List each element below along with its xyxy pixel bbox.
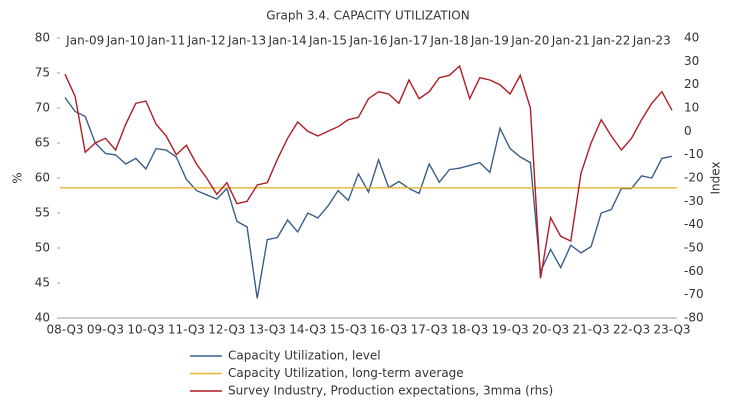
y2-tick-label: -50 [684, 241, 704, 255]
y-axis-label: % [11, 172, 25, 183]
legend-label: Capacity Utilization, long-term average [228, 366, 464, 380]
x-tick-label: 18-Q3 [451, 323, 488, 337]
chart-title: Graph 3.4. CAPACITY UTILIZATION [266, 9, 469, 23]
y-tick-label: 45 [35, 276, 50, 290]
y-tick-label: 55 [35, 206, 50, 220]
x-tick-label: 15-Q3 [330, 323, 367, 337]
y-tick-label: 60 [35, 171, 50, 185]
y2-tick-label: 30 [684, 54, 699, 68]
x-tick-label: 21-Q3 [573, 323, 610, 337]
x-tick-label: 14-Q3 [289, 323, 326, 337]
x-tick-label: 23-Q3 [653, 323, 690, 337]
y-tick-label: 80 [35, 31, 50, 45]
top-tick-label: Jan-13 [227, 34, 266, 48]
top-tick-label: Jan-11 [146, 34, 185, 48]
top-tick-label: Jan-23 [632, 34, 671, 48]
y-tick-label: 70 [35, 101, 50, 115]
x-tick-label: 09-Q3 [87, 323, 124, 337]
top-tick-label: Jan-21 [551, 34, 590, 48]
y2-tick-label: -30 [684, 194, 704, 208]
top-tick-label: Jan-18 [429, 34, 468, 48]
x-tick-label: 22-Q3 [613, 323, 650, 337]
top-tick-label: Jan-22 [591, 34, 630, 48]
x-tick-label: 08-Q3 [46, 323, 83, 337]
x-tick-label: 10-Q3 [127, 323, 164, 337]
top-tick-label: Jan-14 [268, 34, 307, 48]
x-tick-label: 19-Q3 [492, 323, 529, 337]
x-tick-label: 12-Q3 [208, 323, 245, 337]
top-tick-label: Jan-15 [308, 34, 347, 48]
legend-label: Survey Industry, Production expectations… [228, 384, 553, 398]
top-tick-label: Jan-17 [389, 34, 428, 48]
top-tick-label: Jan-16 [348, 34, 387, 48]
y2-tick-label: 0 [684, 124, 692, 138]
y2-tick-label: 10 [684, 101, 699, 115]
x-tick-label: 17-Q3 [411, 323, 448, 337]
y-tick-label: 50 [35, 241, 50, 255]
y2-axis-label: Index [709, 161, 723, 194]
y2-tick-label: -40 [684, 217, 704, 231]
y2-tick-label: -10 [684, 147, 704, 161]
series-line [64, 97, 673, 299]
y2-tick-label: -20 [684, 171, 704, 185]
top-tick-label: Jan-09 [65, 34, 104, 48]
y2-tick-label: -60 [684, 264, 704, 278]
x-tick-label: 11-Q3 [168, 323, 205, 337]
y-tick-label: 65 [35, 136, 50, 150]
top-tick-label: Jan-20 [510, 34, 549, 48]
x-tick-label: 13-Q3 [249, 323, 286, 337]
series-line [64, 64, 673, 279]
y2-tick-label: -80 [684, 311, 704, 325]
x-tick-label: 20-Q3 [532, 323, 569, 337]
top-tick-label: Jan-19 [470, 34, 509, 48]
x-tick-label: 16-Q3 [370, 323, 407, 337]
y2-tick-label: 20 [684, 77, 699, 91]
top-tick-label: Jan-10 [106, 34, 145, 48]
legend-label: Capacity Utilization, level [228, 349, 381, 363]
top-tick-label: Jan-12 [187, 34, 226, 48]
y2-tick-label: -70 [684, 287, 704, 301]
y-tick-label: 40 [35, 311, 50, 325]
y-tick-label: 75 [35, 66, 50, 80]
y2-tick-label: 40 [684, 31, 699, 45]
